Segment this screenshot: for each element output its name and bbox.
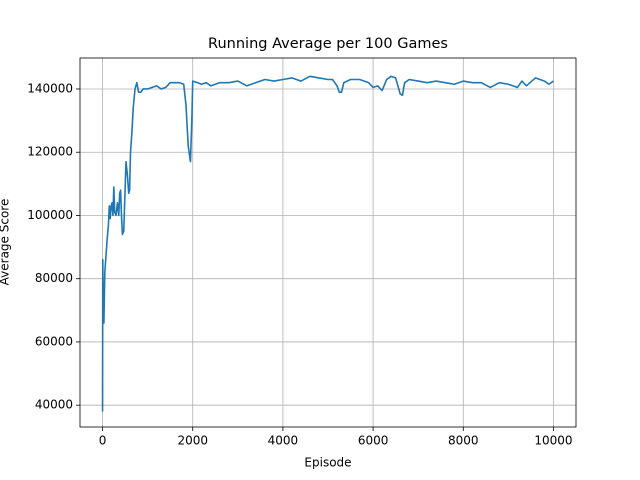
data-line (101, 75, 554, 412)
y-tick-label: 140000 (27, 81, 73, 95)
x-tick-label: 6000 (358, 434, 389, 448)
chart-title: Running Average per 100 Games (208, 36, 448, 52)
y-tick-label: 120000 (27, 145, 73, 159)
plot-frame (79, 57, 577, 428)
x-tick-label: 8000 (448, 434, 479, 448)
x-tick-label: 10000 (534, 434, 572, 448)
y-axis-label: Average Score (0, 199, 12, 286)
x-tick-label: 4000 (268, 434, 299, 448)
x-tick-label: 2000 (177, 434, 208, 448)
y-tick-label: 40000 (35, 398, 73, 412)
y-tick-label: 100000 (27, 208, 73, 222)
x-tick-label: 0 (99, 434, 107, 448)
y-tick-label: 60000 (35, 334, 73, 348)
x-axis-label: Episode (304, 456, 351, 470)
y-tick-label: 80000 (35, 271, 73, 285)
